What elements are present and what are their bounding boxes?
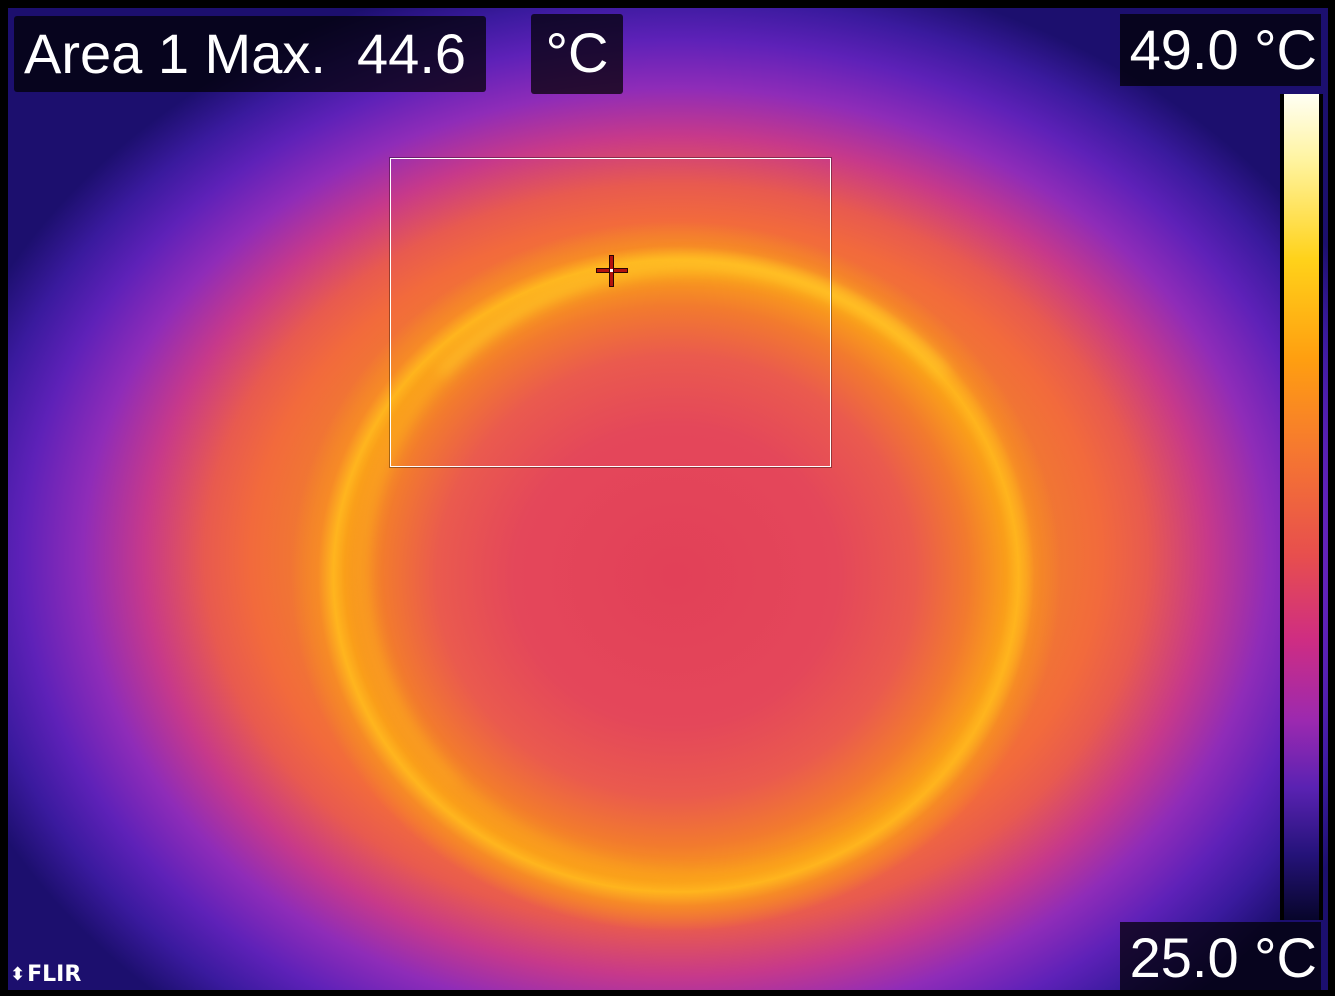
scale-min-label: 25.0 °C bbox=[1119, 922, 1321, 994]
measurement-readout: Area 1 Max. 44.6 bbox=[14, 16, 487, 92]
measurement-area-box[interactable] bbox=[390, 158, 831, 467]
flir-diamond-icon: ⬍ bbox=[10, 964, 26, 985]
color-scale-gradient bbox=[1284, 94, 1319, 920]
flir-logo: ⬍ FLIR bbox=[10, 962, 81, 988]
flir-logo-text: FLIR bbox=[27, 962, 82, 987]
max-temperature-crosshair-icon bbox=[597, 256, 627, 286]
thermal-image[interactable] bbox=[8, 8, 1328, 990]
scale-max-label: 49.0 °C bbox=[1119, 14, 1321, 86]
temperature-color-scale bbox=[1280, 94, 1323, 920]
measurement-value: 44.6 bbox=[357, 22, 467, 85]
measurement-unit: °C bbox=[531, 14, 623, 94]
measurement-label: Area 1 Max. bbox=[24, 22, 326, 85]
